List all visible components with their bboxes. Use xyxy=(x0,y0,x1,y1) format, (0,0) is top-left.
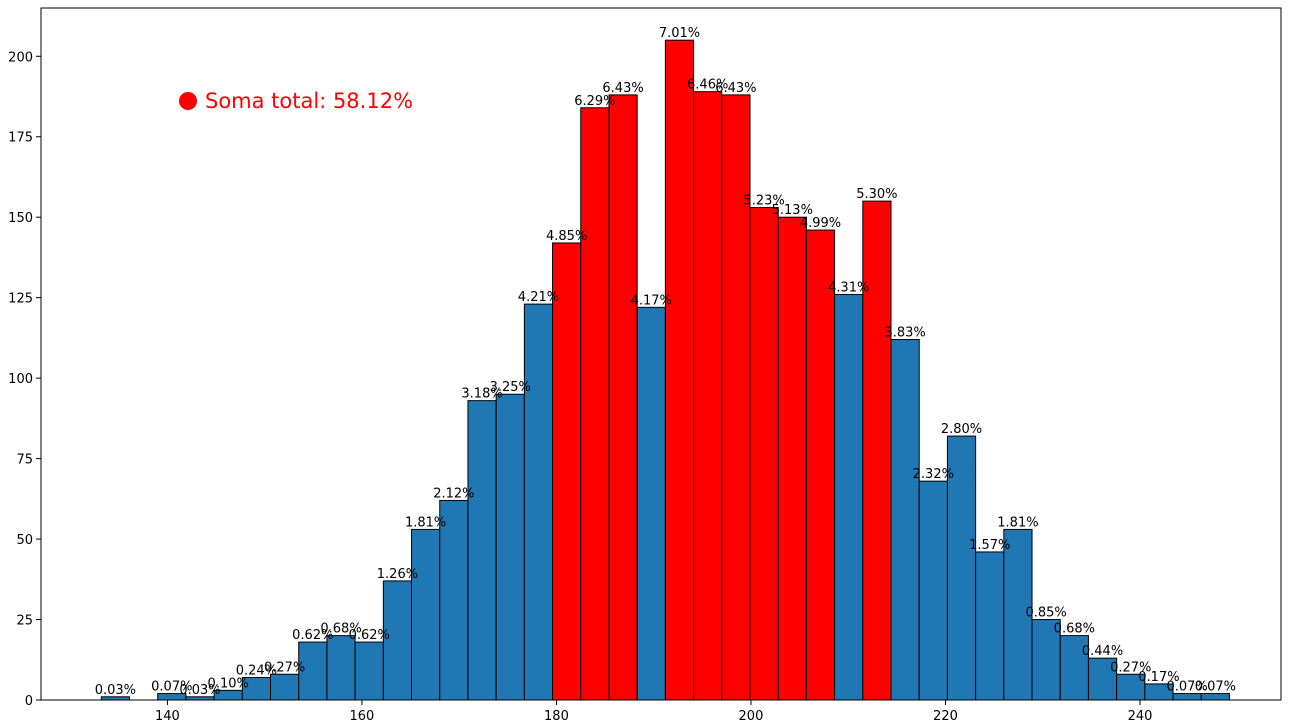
bar-percent-label-3: 0.03% xyxy=(179,683,220,698)
histogram-bar-27 xyxy=(862,200,892,701)
histogram-bar-18 xyxy=(608,94,638,701)
bar-percent-label-32: 1.81% xyxy=(997,515,1038,530)
bar-percent-label-13: 3.18% xyxy=(461,387,502,402)
bar-percent-label-31: 1.57% xyxy=(969,538,1010,553)
bar-percent-label-25: 4.99% xyxy=(800,216,841,231)
bar-percent-label-39: 0.07% xyxy=(1195,680,1236,695)
bar-percent-label-38: 0.07% xyxy=(1166,680,1207,695)
bar-percent-label-7: 0.62% xyxy=(292,628,333,643)
bar-percent-label-36: 0.27% xyxy=(1110,660,1151,675)
bar-labels: 0.03% 0.07%0.03%0.10%0.24%0.27%0.62%0.68%… xyxy=(95,26,1236,698)
histogram-bar-24 xyxy=(777,216,807,701)
bar-percent-label-4: 0.10% xyxy=(208,676,249,691)
bar-percent-label-17: 6.29% xyxy=(574,94,615,109)
histogram-bar-9 xyxy=(354,641,384,701)
histogram-bar-23 xyxy=(749,207,779,701)
bar-percent-label-35: 0.44% xyxy=(1082,644,1123,659)
y-tick-label: 50 xyxy=(16,533,33,548)
histogram-bar-26 xyxy=(834,293,864,701)
histogram-bar-19 xyxy=(636,306,666,701)
bar-percent-label-2: 0.07% xyxy=(151,680,192,695)
bar-percent-label-29: 2.32% xyxy=(913,467,954,482)
histogram-bar-25 xyxy=(805,229,836,701)
histogram-bar-35 xyxy=(1087,657,1118,701)
annotation-marker-icon xyxy=(179,92,197,110)
y-tick-label: 175 xyxy=(8,131,33,146)
bar-percent-label-26: 4.31% xyxy=(828,280,869,295)
bar-percent-label-22: 6.43% xyxy=(715,81,756,96)
bar-percent-label-8: 0.68% xyxy=(320,622,361,637)
y-tick-label: 125 xyxy=(8,292,33,307)
x-tick-label: 160 xyxy=(350,709,375,724)
histogram-bar-34 xyxy=(1059,635,1089,701)
histogram-bar-11 xyxy=(411,528,441,701)
y-tick-label: 0 xyxy=(25,694,33,709)
x-tick-label: 140 xyxy=(155,709,180,724)
bar-percent-label-19: 4.17% xyxy=(631,293,672,308)
y-tick-label: 150 xyxy=(8,211,33,226)
x-tick-label: 240 xyxy=(1128,709,1153,724)
histogram-bar-33 xyxy=(1031,619,1061,701)
bar-percent-label-37: 0.17% xyxy=(1138,670,1179,685)
y-axis: 0 25 50 75 100 125 150 175 200 xyxy=(8,50,41,709)
annotation-text: Soma total: 58.12% xyxy=(205,89,413,113)
bar-percent-label-34: 0.68% xyxy=(1054,622,1095,637)
bar-percent-label-18: 6.43% xyxy=(602,81,643,96)
bar-percent-label-23: 5.23% xyxy=(743,194,784,209)
x-tick-label: 220 xyxy=(933,709,958,724)
histogram-bar-12 xyxy=(439,499,469,701)
bar-percent-label-21: 6.46% xyxy=(687,78,728,93)
histogram-bar-20 xyxy=(664,39,695,701)
y-tick-label: 25 xyxy=(16,614,33,629)
bar-percent-label-6: 0.27% xyxy=(264,660,305,675)
y-tick-label: 200 xyxy=(8,50,33,65)
histogram-bar-16 xyxy=(552,242,582,701)
histogram-bar-32 xyxy=(1003,528,1033,701)
x-axis: 140 160 180 200 220 240 xyxy=(155,700,1152,724)
histogram-bar-29 xyxy=(918,480,948,701)
bar-percent-label-15: 4.21% xyxy=(518,290,559,305)
histogram-bar-15 xyxy=(523,303,554,701)
x-tick-label: 180 xyxy=(544,709,569,724)
bar-percent-label-14: 3.25% xyxy=(490,380,531,395)
histogram-bar-31 xyxy=(975,551,1005,701)
y-tick-label: 100 xyxy=(8,372,33,387)
bar-percent-label-10: 1.26% xyxy=(377,567,418,582)
bar-percent-label-30: 2.80% xyxy=(941,422,982,437)
bar-percent-label-12: 2.12% xyxy=(433,486,474,501)
bars xyxy=(100,39,1230,701)
bar-percent-label-0: 0.03% xyxy=(95,683,136,698)
histogram-bar-17 xyxy=(580,107,610,701)
bar-percent-label-5: 0.24% xyxy=(236,663,277,678)
y-tick-label: 75 xyxy=(16,453,33,468)
bar-percent-label-24: 5.13% xyxy=(772,203,813,218)
total-annotation: Soma total: 58.12% xyxy=(179,89,413,113)
bar-percent-label-9: 0.62% xyxy=(349,628,390,643)
bar-percent-label-28: 3.83% xyxy=(884,326,925,341)
histogram-bar-8 xyxy=(326,635,356,701)
plot-frame xyxy=(40,7,1282,701)
histogram-bar-22 xyxy=(721,94,751,701)
bar-percent-label-20: 7.01% xyxy=(659,26,700,41)
histogram-bar-13 xyxy=(467,400,497,701)
histogram-bar-14 xyxy=(495,393,525,701)
x-tick-label: 200 xyxy=(739,709,764,724)
bar-percent-label-33: 0.85% xyxy=(1025,606,1066,621)
histogram-bar-21 xyxy=(693,91,723,701)
bar-percent-label-27: 5.30% xyxy=(856,187,897,202)
bar-percent-label-16: 4.85% xyxy=(546,229,587,244)
bar-percent-label-11: 1.81% xyxy=(405,515,446,530)
histogram-bar-28 xyxy=(890,339,920,701)
